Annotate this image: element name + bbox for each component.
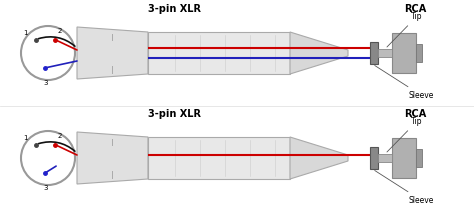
Text: 3-pin XLR: 3-pin XLR <box>148 4 201 14</box>
Text: 3: 3 <box>43 80 47 86</box>
Text: 3-pin XLR: 3-pin XLR <box>148 109 201 119</box>
Text: Sleeve: Sleeve <box>375 65 434 100</box>
Text: 1: 1 <box>23 135 27 141</box>
Bar <box>416 149 422 167</box>
Bar <box>378 49 392 57</box>
Text: RCA: RCA <box>404 4 426 14</box>
Bar <box>416 44 422 62</box>
Bar <box>370 147 378 169</box>
Text: 2: 2 <box>58 133 63 139</box>
Text: 1: 1 <box>23 30 27 36</box>
Polygon shape <box>290 137 348 179</box>
Polygon shape <box>290 32 348 74</box>
Text: Tip: Tip <box>387 12 422 47</box>
Bar <box>378 154 392 162</box>
Polygon shape <box>77 132 148 184</box>
Polygon shape <box>77 27 148 79</box>
Bar <box>392 33 416 73</box>
Text: 3: 3 <box>43 185 47 191</box>
Bar <box>392 138 416 178</box>
Text: Sleeve: Sleeve <box>375 170 434 205</box>
Text: 2: 2 <box>58 28 63 34</box>
Polygon shape <box>148 32 290 74</box>
Polygon shape <box>148 137 290 179</box>
Text: RCA: RCA <box>404 109 426 119</box>
Text: Tip: Tip <box>387 117 422 152</box>
Bar <box>370 42 378 64</box>
